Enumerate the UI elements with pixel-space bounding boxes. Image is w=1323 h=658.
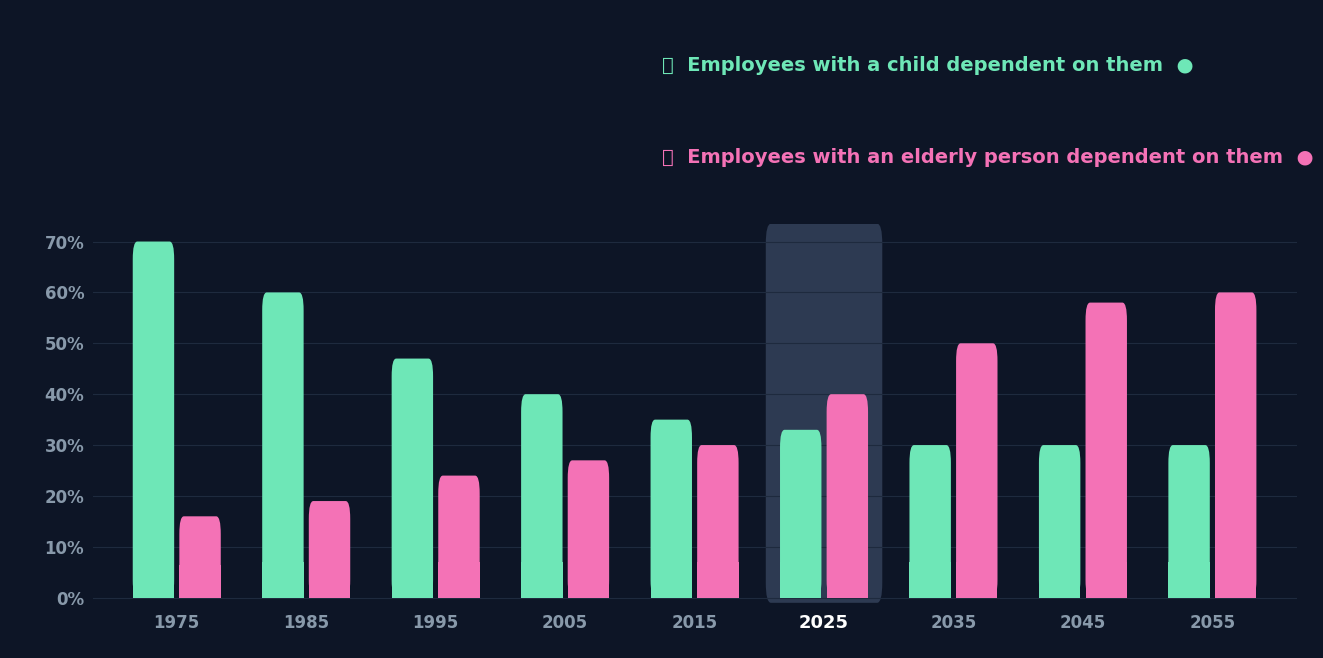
FancyBboxPatch shape [766,224,882,603]
Text: 👴  Employees with an elderly person dependent on them  ●: 👴 Employees with an elderly person depen… [662,149,1312,167]
FancyBboxPatch shape [1039,445,1081,597]
FancyBboxPatch shape [132,241,175,597]
FancyBboxPatch shape [132,562,175,597]
FancyBboxPatch shape [1086,562,1127,597]
FancyBboxPatch shape [521,562,562,597]
FancyBboxPatch shape [651,420,692,597]
FancyBboxPatch shape [697,562,738,597]
FancyBboxPatch shape [1215,562,1257,597]
FancyBboxPatch shape [1215,292,1257,597]
FancyBboxPatch shape [1168,562,1209,597]
FancyBboxPatch shape [1039,562,1081,597]
FancyBboxPatch shape [957,562,998,597]
FancyBboxPatch shape [262,292,303,597]
FancyBboxPatch shape [697,445,738,597]
FancyBboxPatch shape [438,476,480,597]
FancyBboxPatch shape [392,562,433,597]
FancyBboxPatch shape [827,394,868,597]
FancyBboxPatch shape [180,565,221,597]
FancyBboxPatch shape [308,501,351,597]
FancyBboxPatch shape [651,562,692,597]
FancyBboxPatch shape [521,394,562,597]
FancyBboxPatch shape [781,430,822,597]
FancyBboxPatch shape [957,343,998,597]
FancyBboxPatch shape [568,461,609,597]
FancyBboxPatch shape [1086,303,1127,597]
FancyBboxPatch shape [308,562,351,597]
FancyBboxPatch shape [909,562,951,597]
FancyBboxPatch shape [262,562,303,597]
FancyBboxPatch shape [827,562,868,597]
Text: 👶  Employees with a child dependent on them  ●: 👶 Employees with a child dependent on th… [662,57,1193,75]
FancyBboxPatch shape [438,562,480,597]
FancyBboxPatch shape [180,517,221,597]
FancyBboxPatch shape [392,359,433,597]
FancyBboxPatch shape [568,562,609,597]
FancyBboxPatch shape [909,445,951,597]
FancyBboxPatch shape [1168,445,1209,597]
FancyBboxPatch shape [781,562,822,597]
